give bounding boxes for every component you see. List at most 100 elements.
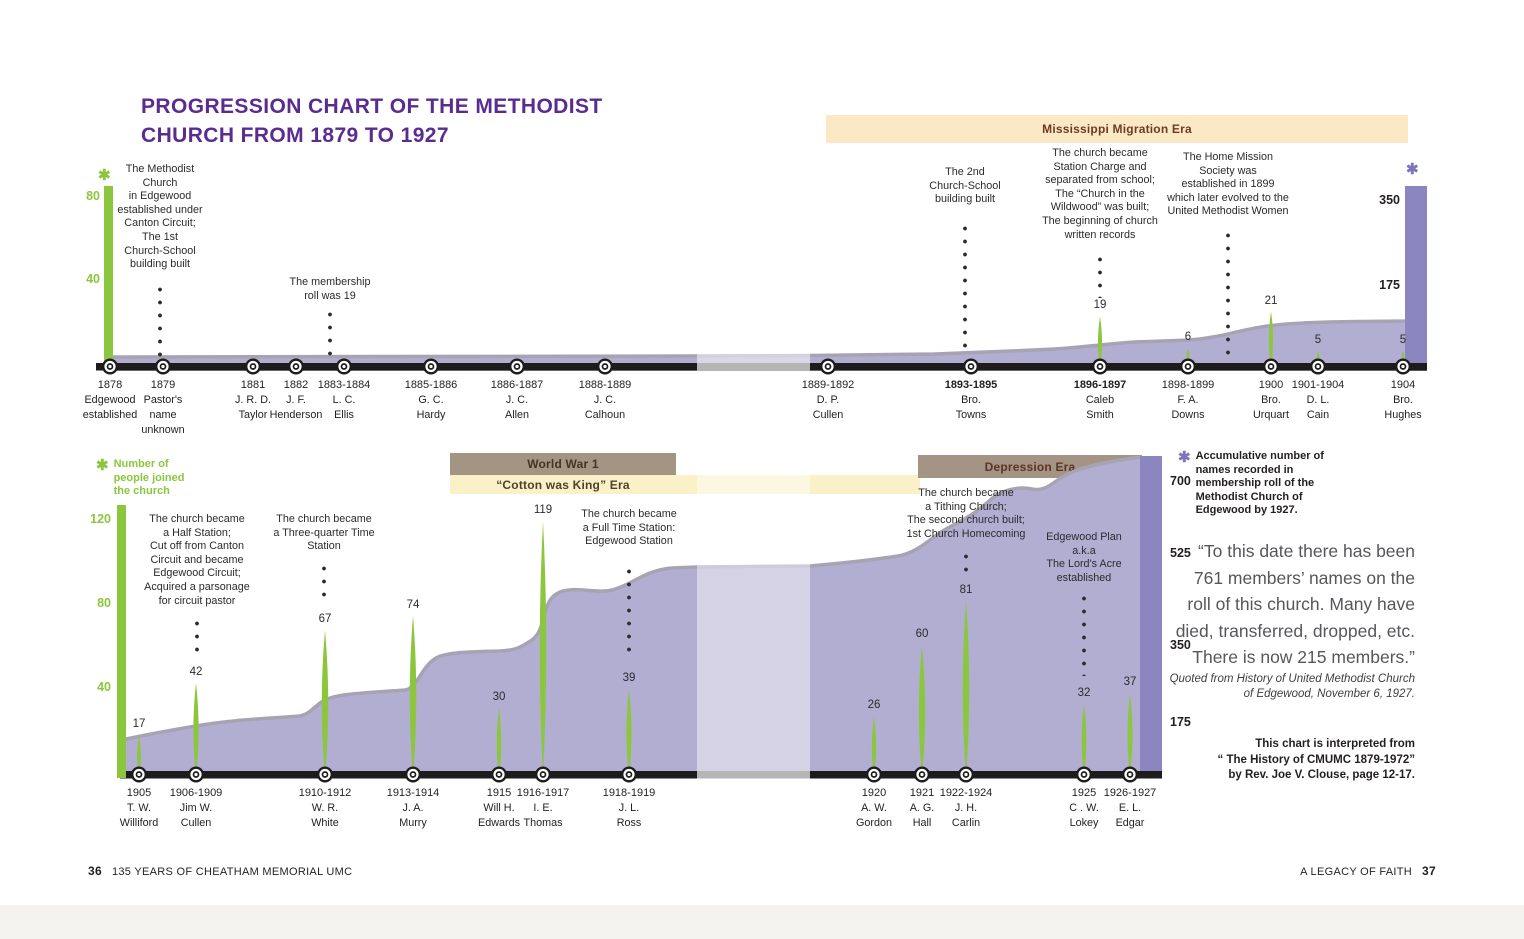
tick-pastor-name: Taylor [238,409,268,421]
bottom-timeline-ticks [130,766,1138,783]
tick-pastor-name: Ellis [334,409,354,421]
tick-label: 1901-1904 D. L. Cain [1292,378,1345,423]
tick-year: 1888-1889 [578,379,632,391]
annotation-line: The church became [276,513,372,525]
accumulative-note-line: Methodist Church of [1195,490,1303,503]
tick-label: 1913-1914 J. A. Murry [387,786,440,831]
era-banner-ww1: World War 1 [450,453,676,475]
tick-year: 1906-1909 [169,787,223,799]
top-left-axis-bar [104,186,113,371]
dotted-leader [157,283,163,357]
tick-pastor-name: unknown [141,424,185,436]
join-spike [539,521,547,777]
tick-pastor-name: W. R. [311,802,339,814]
tick-label: 1904 Bro. Hughes [1384,378,1421,423]
left-axis-tick: 120 [90,512,111,526]
join-value-label: 21 [1264,294,1278,307]
annotation-line: which later evolved to the [1167,191,1289,204]
tick-year: 1905 [126,787,152,799]
annotation: The church became a Half Station; Cut off … [144,513,250,608]
page-number-right: 37 [1422,864,1436,878]
tick-year: 1889-1892 [801,379,855,391]
annotation-line: The 2nd [945,166,985,178]
timeline-tick-inner [409,771,417,778]
annotation-line: The church became [918,487,1014,499]
annotation-line: in Edgewood [128,190,192,203]
joined-axis-asterisk-top: ✱ [98,167,111,184]
annotation-line: Society was [1199,164,1257,177]
timeline-tick-inner [824,363,832,370]
tick-year: 1925 [1071,787,1097,799]
footer-left: 36 135 YEARS OF CHEATHAM MEMORIAL UMC [88,864,352,878]
annotation-line: Station [307,540,341,553]
tick-label: 1896-1897 Caleb Smith [1074,378,1127,423]
tick-label: 1893-1895 Bro. Towns [945,378,998,423]
annotation: The Methodist Church in Edgewood establishe… [117,163,202,272]
timeline-tick-inner [625,771,633,778]
tick-pastor-name: F. A. [1177,394,1199,406]
tick-pastor-name: Gordon [855,817,893,829]
annotation-line: Wildwood” was built; [1050,201,1150,214]
annotation-line: building built [129,258,191,271]
join-value-label: 60 [915,628,929,640]
accumulative-note-line: names recorded in [1195,463,1294,476]
tick-pastor-name: White [311,817,339,829]
tick-year: 1900 [1258,379,1284,391]
annotation-line: Canton Circuit; [124,217,196,230]
tick-pastor-name: A. W. [861,802,887,814]
tick-label: 1918-1919 J. L. Ross [603,786,656,831]
quote-line: died, transferred, dropped, etc. [1175,620,1415,641]
tick-year: 1915 [486,787,512,799]
right-axis-tick: 350 [1379,193,1400,207]
annotation-line: written records [1064,228,1136,241]
tick-pastor-name: C . W. [1069,802,1099,814]
annotation: Edgewood Plan a.k.a The Lord's Acre establi… [1046,531,1122,585]
dotted-leader [626,565,632,660]
annotation-line: The Methodist [125,163,195,175]
tick-pastor-name: D. P. [816,394,840,406]
timeline-tick-inner [1126,771,1134,778]
timeline-tick-inner [321,771,329,778]
tick-year: 1882 [283,379,309,391]
join-spike [626,689,632,777]
annotation-line: Church-School [929,179,1001,192]
tick-pastor-name: I. E. [533,802,553,814]
era-banner-ww1-label: World War 1 [527,457,599,471]
tick-pastor-name: Urquart [1252,409,1290,421]
tick-label: 1906-1909 Jim W. Cullen [170,786,223,831]
top-timeline-gap-segment [697,363,810,371]
join-value-label: 30 [492,691,506,703]
quote-line: roll of this church. Many have [1187,594,1415,614]
annotation-line: The church became [149,513,245,525]
tick-pastor-name: J. A. [402,802,424,814]
join-value-label: 26 [867,699,881,712]
quote-credit: Quoted from History of United Methodist … [1170,672,1415,702]
bottom-accumulative-bar [1140,456,1162,778]
tick-label: 1879 Pastor's name unknown [141,378,184,438]
footer-strip [0,905,1524,939]
tick-year: 1904 [1390,379,1416,391]
tick-pastor-name: Smith [1086,409,1114,421]
dotted-leader [1225,229,1231,357]
tick-pastor-name: Pastor's [143,394,183,406]
annotation: The 2nd Church-School building built [929,166,1000,207]
tick-pastor-name: J. C. [505,394,529,406]
timeline-tick-inner [962,771,970,778]
tick-pastor-name: Edwards [477,817,521,829]
tick-pastor-name: Will H. [483,802,515,814]
timeline-tick-inner [870,771,878,778]
accumulative-note-line: Accumulative number of [1195,450,1324,462]
tick-label: 1900 Bro. Urquart [1253,378,1289,423]
annotation-line: for circuit pastor [158,594,236,607]
tick-label: 1882 J. F. Henderson [270,378,323,423]
tick-pastor-name: A. G. [909,802,935,814]
accumulative-note-text: Accumulative number of names recorded in… [1196,450,1324,518]
right-axis-tick: 350 [1170,638,1191,652]
tick-label: 1925 C . W. Lokey [1069,786,1098,831]
tick-pastor-name: Jim W. [179,802,213,814]
top-accumulative-bar [1405,186,1427,371]
timeline-tick-inner [601,363,609,370]
timeline-tick-inner [918,771,926,778]
quote-credit-line: of Edgewood, November 6, 1927. [1243,688,1415,700]
annotation-line: roll was 19 [304,289,356,302]
